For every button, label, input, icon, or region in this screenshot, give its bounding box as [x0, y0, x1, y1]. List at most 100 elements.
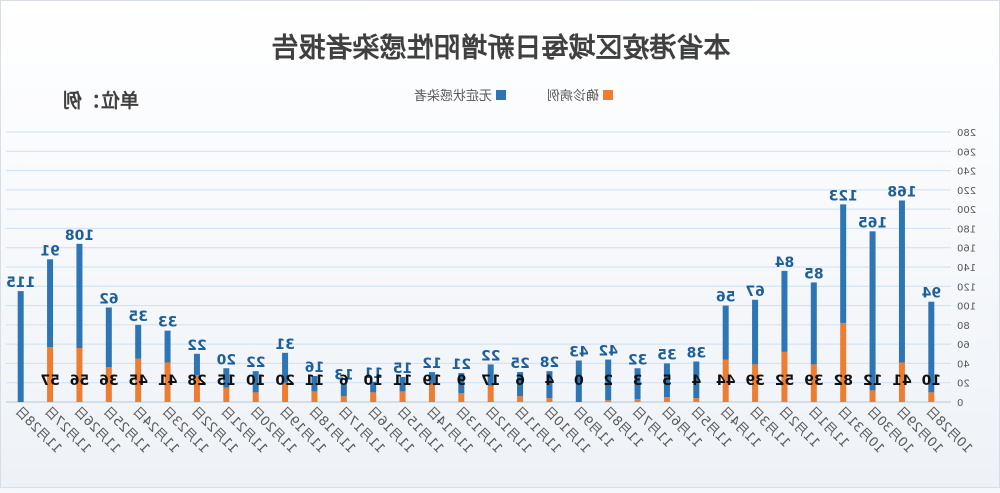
bar-asymptomatic	[517, 372, 524, 397]
data-label-confirmed: 15	[217, 373, 236, 389]
data-label-confirmed: 41	[892, 373, 911, 389]
data-label-asymptomatic: 11	[363, 366, 382, 382]
data-label-confirmed: 39	[804, 373, 823, 389]
data-label-asymptomatic: 165	[858, 215, 887, 231]
bar-confirmed	[428, 383, 435, 402]
bar-confirmed	[781, 351, 788, 402]
bar-asymptomatic	[282, 352, 289, 383]
y-tick-label: 80	[957, 321, 970, 332]
data-label-confirmed: 0	[574, 373, 584, 389]
data-label-confirmed: 6	[339, 373, 349, 389]
data-label-confirmed: 39	[745, 373, 764, 389]
bar-asymptomatic	[840, 204, 847, 323]
data-label-asymptomatic: 21	[452, 357, 471, 373]
data-label-confirmed: 11	[305, 373, 324, 389]
x-axis-ticks: 10月28日10月29日10月30日10月31日11月1日11月2日11月3日1…	[12, 404, 975, 456]
data-label-asymptomatic: 16	[305, 360, 324, 376]
bar-asymptomatic	[487, 364, 494, 386]
data-label-asymptomatic: 56	[716, 290, 735, 306]
data-label-confirmed: 28	[187, 373, 206, 389]
gridlines	[6, 131, 951, 403]
bar-confirmed	[898, 362, 905, 402]
bar-asymptomatic	[663, 363, 670, 398]
legend: 确诊病例 无症状感染者	[414, 88, 613, 104]
data-label-confirmed: 20	[275, 373, 295, 389]
legend-swatch-asymptomatic	[496, 90, 506, 100]
y-tick-label: 220	[957, 186, 976, 197]
bars	[17, 200, 935, 402]
data-label-confirmed: 12	[863, 373, 882, 389]
bar-confirmed	[752, 364, 759, 402]
bar-confirmed	[663, 397, 670, 402]
y-tick-label: 240	[957, 167, 976, 178]
bar-asymptomatic	[193, 353, 200, 375]
bar-asymptomatic	[781, 270, 788, 352]
data-label-asymptomatic: 42	[598, 344, 617, 360]
data-label-confirmed: 4	[544, 373, 554, 389]
data-label-asymptomatic: 85	[804, 266, 823, 282]
data-label-asymptomatic: 38	[687, 346, 706, 362]
y-tick-label: 100	[957, 302, 976, 313]
data-label-confirmed: 19	[422, 373, 441, 389]
data-label-asymptomatic: 115	[6, 275, 35, 291]
bar-asymptomatic	[370, 381, 377, 393]
bar-confirmed	[487, 385, 494, 402]
data-labels: 9410168411651212382853984526739564438435…	[6, 184, 941, 389]
bar-confirmed	[399, 391, 406, 402]
bar-confirmed	[810, 364, 817, 402]
data-label-asymptomatic: 13	[334, 368, 353, 384]
bar-asymptomatic	[869, 231, 876, 391]
y-tick-label: 200	[957, 205, 976, 216]
bar-confirmed	[76, 348, 83, 402]
bar-confirmed	[722, 359, 729, 402]
data-label-asymptomatic: 22	[246, 355, 265, 371]
data-label-confirmed: 6	[515, 373, 525, 389]
data-label-confirmed: 4	[691, 373, 701, 389]
y-tick-label: 280	[957, 128, 976, 139]
data-label-asymptomatic: 28	[540, 355, 559, 371]
bar-asymptomatic	[928, 301, 935, 393]
data-label-confirmed: 44	[716, 373, 736, 389]
data-label-asymptomatic: 168	[887, 184, 916, 200]
bar-asymptomatic	[575, 360, 582, 402]
bar-asymptomatic	[311, 375, 318, 392]
data-label-asymptomatic: 25	[510, 356, 529, 372]
data-label-confirmed: 9	[456, 373, 466, 389]
data-label-asymptomatic: 31	[275, 337, 294, 353]
y-tick-label: 140	[957, 263, 976, 274]
data-label-confirmed: 10	[246, 373, 266, 389]
data-label-asymptomatic: 91	[40, 243, 59, 259]
bar-asymptomatic	[752, 299, 759, 365]
data-label-confirmed: 3	[633, 373, 643, 389]
bar-confirmed	[605, 400, 612, 402]
data-label-asymptomatic: 94	[921, 286, 941, 302]
bar-asymptomatic	[135, 324, 142, 359]
legend-label-confirmed: 确诊病例	[547, 89, 599, 104]
legend-swatch-confirmed	[603, 90, 613, 100]
bar-confirmed	[223, 387, 230, 402]
bar-confirmed	[928, 392, 935, 402]
bar-asymptomatic	[399, 376, 406, 392]
y-tick-label: 0	[957, 398, 963, 409]
bar-asymptomatic	[722, 305, 729, 360]
data-label-confirmed: 10	[363, 373, 383, 389]
data-label-confirmed: 57	[40, 373, 59, 389]
data-label-asymptomatic: 22	[481, 348, 500, 364]
data-label-confirmed: 11	[393, 373, 412, 389]
chart-title: 本省港疫区域每日新增阳性感染者报告	[272, 32, 731, 64]
bar-asymptomatic	[76, 243, 83, 348]
data-label-asymptomatic: 12	[422, 356, 441, 372]
bar-asymptomatic	[17, 291, 24, 402]
bar-asymptomatic	[105, 307, 112, 368]
data-label-asymptomatic: 35	[128, 309, 147, 325]
data-label-asymptomatic: 20	[216, 352, 236, 368]
y-tick-label: 260	[957, 147, 976, 158]
bar-confirmed	[546, 398, 553, 402]
bar-asymptomatic	[898, 200, 905, 363]
bar-confirmed	[135, 358, 142, 402]
data-label-confirmed: 17	[481, 373, 500, 389]
bar-confirmed	[47, 347, 54, 402]
bar-asymptomatic	[810, 282, 817, 365]
